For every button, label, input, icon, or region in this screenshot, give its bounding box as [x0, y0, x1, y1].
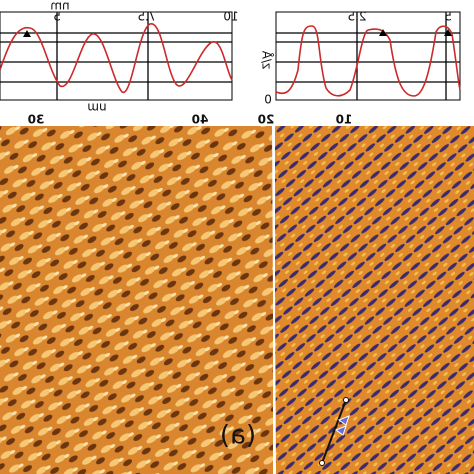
- labels: nm 5 7.5 10 nm 2.5 5 z/Å 0 30 40 20 10 (…: [28, 0, 452, 451]
- tick-label: 10: [223, 10, 238, 24]
- tick-label: 40: [192, 113, 209, 127]
- filtered-image: [275, 126, 474, 474]
- tick-label: 5: [53, 10, 61, 24]
- tick-label: 0: [264, 93, 272, 107]
- tick-label: 10: [336, 113, 353, 127]
- unit-label: nm: [50, 0, 69, 13]
- tick-label: 2.5: [347, 10, 366, 24]
- tick-label: 20: [258, 113, 275, 127]
- tick-label: 7.5: [137, 10, 156, 24]
- unit-label: nm: [87, 101, 106, 115]
- marker: [379, 29, 387, 36]
- panel-label: (a): [220, 421, 256, 451]
- tick-label: 5: [444, 10, 452, 24]
- line-cut: [319, 397, 350, 466]
- plot-frame: [275, 11, 461, 101]
- right-profile: [275, 11, 461, 101]
- profile-curve: [0, 23, 233, 93]
- plot-frame: [0, 11, 233, 101]
- marker: [444, 29, 452, 36]
- profile-curve: [275, 25, 461, 97]
- marker: [23, 30, 31, 37]
- left-profile: [0, 11, 233, 101]
- axis-label: z/Å: [260, 50, 275, 69]
- stm-image: [0, 126, 273, 474]
- tick-label: 30: [28, 113, 45, 127]
